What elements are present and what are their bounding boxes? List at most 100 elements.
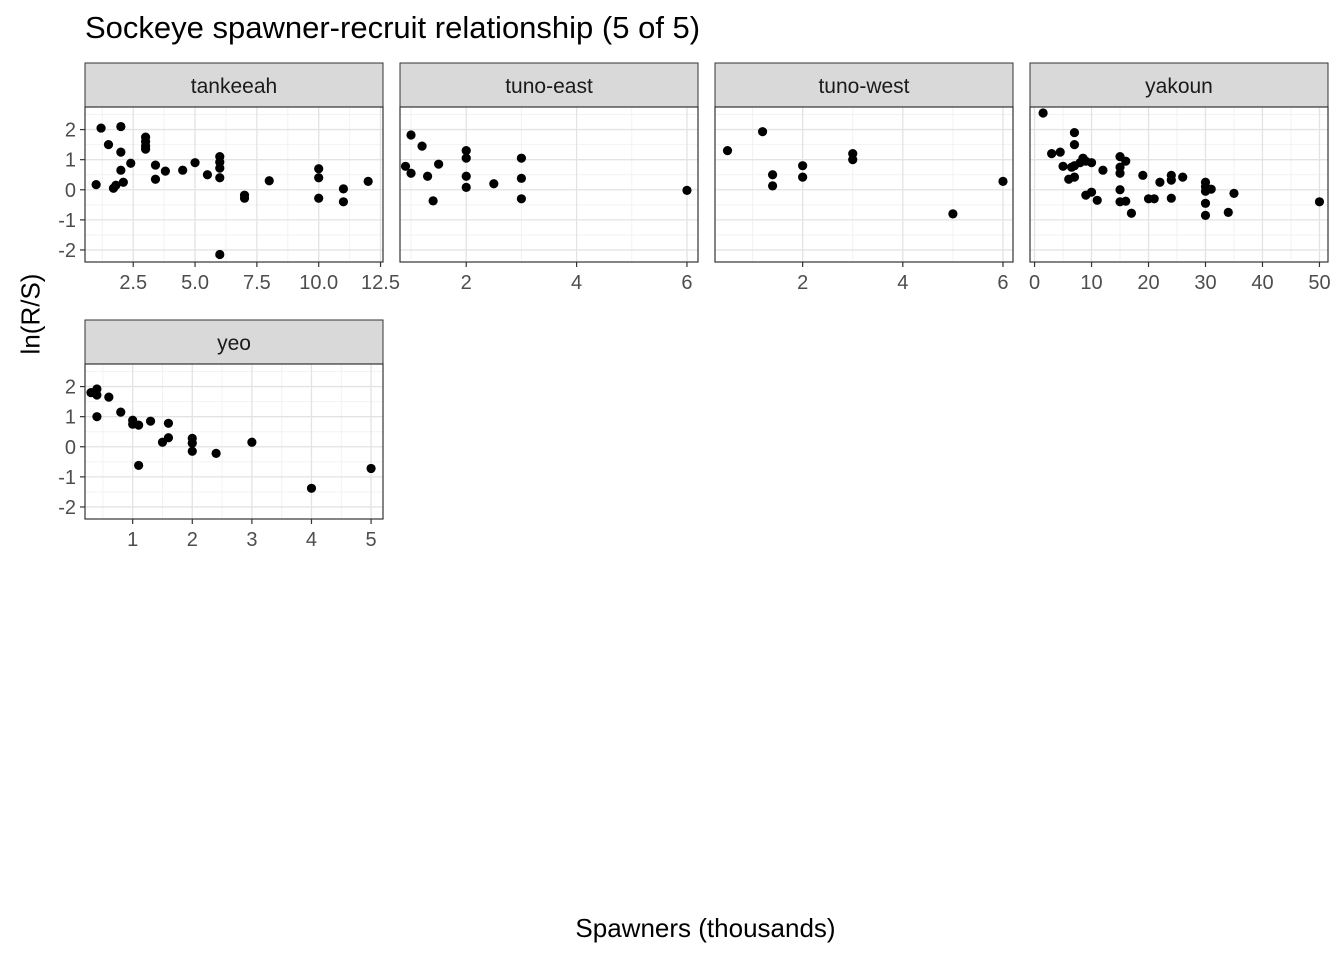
x-axis: 2.5 5.0 7.5 10.0 12.5 — [119, 262, 400, 294]
x-axis: 2 4 6 — [461, 262, 693, 294]
data-point — [116, 147, 126, 157]
data-point — [211, 448, 221, 458]
data-point — [187, 438, 197, 448]
data-point — [215, 163, 225, 173]
facet-strip-label: tuno-east — [505, 75, 593, 98]
chart-title: Sockeye spawner-recruit relationship (5 … — [85, 10, 701, 45]
data-point — [461, 146, 471, 156]
x-tick-label: 0 — [1029, 272, 1040, 294]
y-tick-label: -2 — [58, 240, 76, 262]
x-tick-label: 12.5 — [361, 272, 400, 294]
data-point — [1069, 140, 1080, 150]
data-point — [489, 179, 499, 189]
data-point — [118, 177, 128, 187]
data-point — [178, 165, 188, 175]
data-point — [422, 171, 433, 181]
data-point — [1115, 185, 1125, 195]
data-point — [160, 166, 170, 176]
data-point — [400, 161, 411, 171]
data-point — [406, 168, 416, 178]
data-point — [1206, 184, 1216, 194]
data-point — [1058, 161, 1068, 171]
facet-strip-label: yeo — [217, 332, 251, 355]
data-point — [163, 433, 174, 443]
gridlines — [400, 107, 698, 262]
data-point — [1038, 108, 1048, 118]
data-point — [1200, 198, 1211, 208]
data-point — [116, 165, 126, 175]
x-tick-label: 40 — [1251, 272, 1273, 294]
data-point — [134, 460, 144, 471]
y-tick-label: 1 — [65, 407, 76, 429]
x-tick-label: 20 — [1137, 272, 1159, 294]
plot-background — [400, 107, 698, 262]
data-point — [757, 127, 768, 137]
data-point — [767, 170, 778, 180]
data-point — [215, 249, 225, 260]
panel-border — [84, 363, 384, 520]
data-point — [91, 180, 101, 190]
y-axis: 2 1 0 -1 -2 — [58, 377, 85, 519]
x-tick-label: 6 — [997, 272, 1008, 294]
facet-strip-label: tankeeah — [191, 75, 277, 98]
points — [1038, 108, 1325, 220]
data-point — [1229, 188, 1239, 198]
gridlines — [715, 107, 1013, 262]
x-tick-label: 7.5 — [243, 272, 271, 294]
data-point — [202, 170, 213, 180]
y-axis: 2 1 0 -1 -2 — [58, 120, 85, 262]
points — [722, 127, 1008, 219]
data-point — [1086, 187, 1097, 197]
plot-background — [85, 364, 383, 519]
data-point — [126, 158, 136, 168]
facet-panel-tankeeah: tankeeah 2.5 5.0 7.5 10.0 12.5 2 1 0 -1 -2 — [58, 62, 400, 294]
data-point — [239, 193, 250, 203]
data-point — [104, 392, 114, 402]
data-point — [1126, 208, 1137, 218]
data-point — [314, 164, 324, 174]
data-point — [96, 123, 106, 133]
x-tick-label: 50 — [1308, 272, 1330, 294]
x-tick-label: 10.0 — [299, 272, 338, 294]
data-point — [103, 140, 114, 150]
x-tick-label: 1 — [127, 529, 138, 551]
data-point — [722, 146, 733, 156]
facet-strip — [399, 62, 699, 108]
x-tick-label: 5.0 — [181, 272, 209, 294]
data-point — [1069, 172, 1080, 182]
x-tick-label: 10 — [1080, 272, 1102, 294]
data-point — [1178, 172, 1188, 182]
data-point — [1055, 147, 1065, 157]
data-point — [338, 197, 349, 207]
data-point — [1047, 149, 1057, 159]
panel-border — [399, 106, 699, 263]
data-point — [247, 437, 257, 447]
data-point — [848, 155, 858, 165]
data-point — [187, 446, 197, 456]
data-point — [1314, 197, 1325, 207]
data-point — [134, 420, 144, 430]
data-point — [1223, 207, 1233, 217]
x-axis: 1 2 3 4 5 — [127, 519, 377, 551]
points — [91, 121, 373, 260]
facet-panel-yeo: yeo 1 2 3 4 5 2 1 0 -1 -2 — [58, 319, 384, 551]
data-point — [1166, 175, 1176, 185]
data-point — [264, 176, 274, 186]
data-point — [338, 184, 349, 194]
plot-background — [1030, 107, 1328, 262]
data-point — [948, 209, 958, 219]
panel-border — [84, 106, 384, 263]
data-point — [417, 141, 427, 151]
facet-strip — [714, 62, 1014, 108]
data-point — [461, 182, 471, 192]
data-point — [516, 173, 527, 183]
data-point — [1115, 168, 1125, 178]
data-point — [798, 161, 808, 171]
data-point — [406, 130, 416, 140]
data-point — [92, 412, 102, 422]
data-point — [363, 176, 373, 186]
data-point — [163, 418, 174, 428]
x-tick-label: 30 — [1194, 272, 1216, 294]
